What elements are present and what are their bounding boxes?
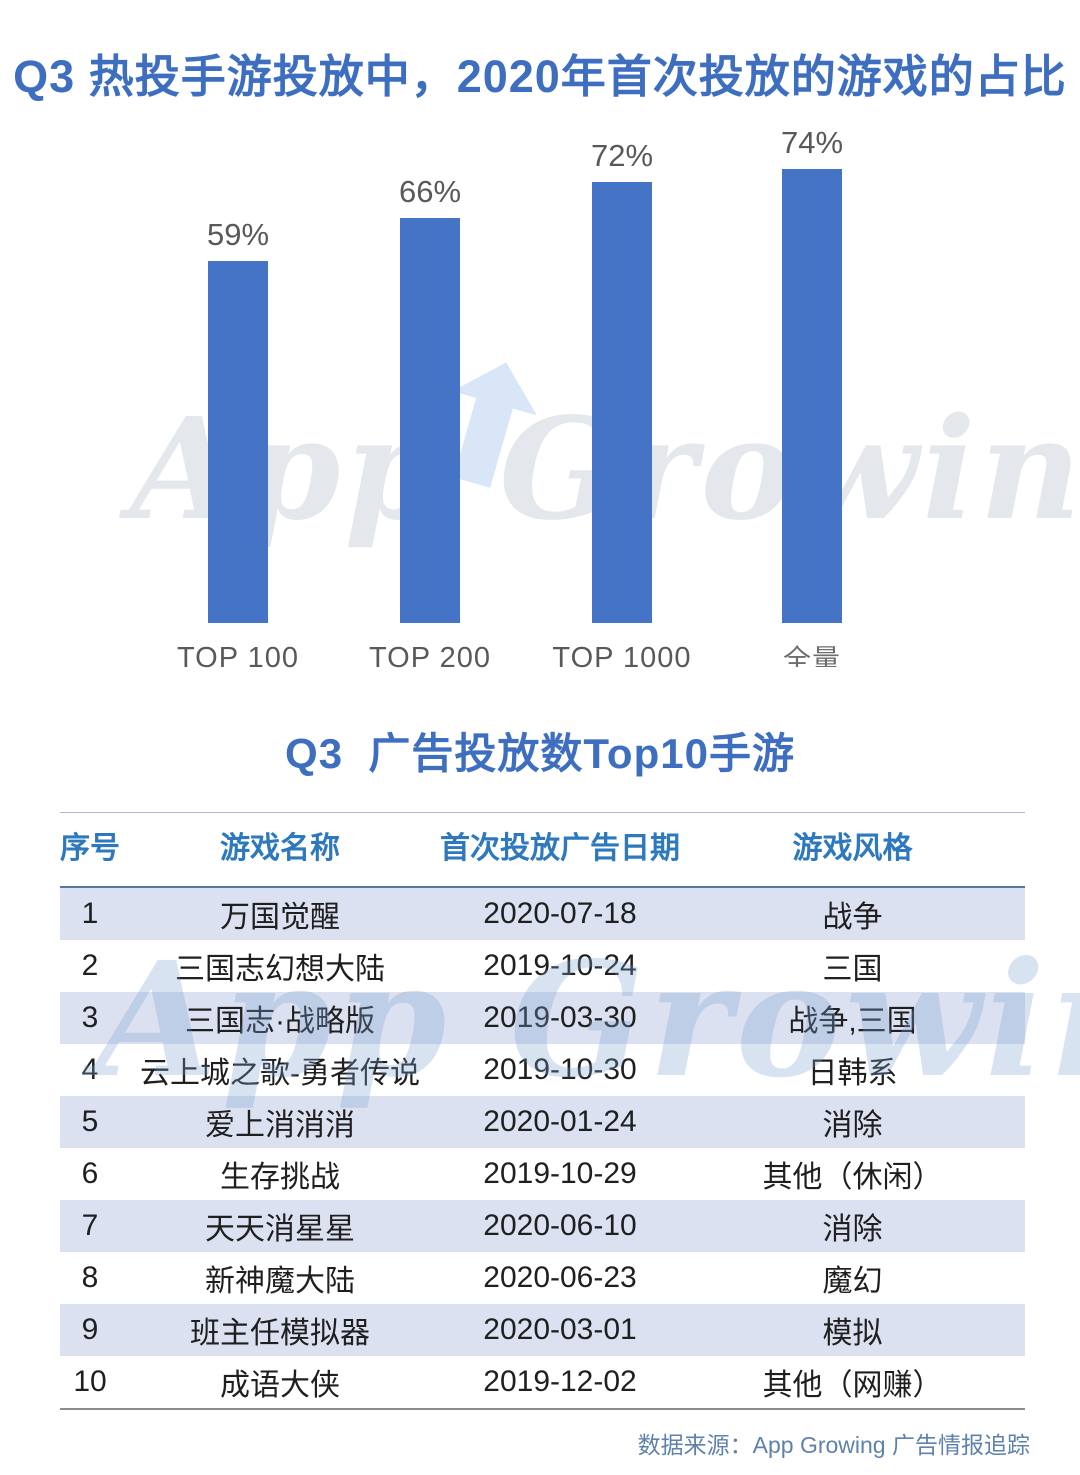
data-table: 序号 游戏名称 首次投放广告日期 游戏风格 1 万国觉醒 2020-07-18 … [60, 812, 1025, 1410]
cell-rank: 5 [81, 1105, 99, 1138]
table-row: 5 爱上消消消 2020-01-24 消除 [60, 1096, 1025, 1148]
x-axis-label: TOP 200 [368, 642, 491, 674]
cell-name: 万国觉醒 [220, 901, 340, 934]
table-row: 1 万国觉醒 2020-07-18 战争 [60, 888, 1025, 940]
cell-date: 2020-07-18 [483, 897, 637, 930]
table-row: 7 天天消星星 2020-06-10 消除 [60, 1200, 1025, 1252]
cell-name: 三国志幻想大陆 [175, 953, 385, 986]
cell-name: 班主任模拟器 [190, 1317, 370, 1350]
cell-rank: 1 [81, 897, 99, 930]
cell-date: 2019-10-29 [483, 1157, 637, 1190]
cell-date: 2020-01-24 [483, 1105, 637, 1138]
x-axis-label: 全量 [702, 642, 922, 675]
cell-date: 2019-10-24 [483, 949, 637, 982]
cell-style: 其他（网赚） [762, 1369, 943, 1402]
header-cell-name: 游戏名称 [220, 832, 340, 866]
cell-date: 2020-03-01 [483, 1313, 637, 1346]
cell-style: 消除 [822, 1213, 883, 1246]
cell-name: 成语大侠 [220, 1369, 340, 1402]
bar-column: 74% [732, 125, 892, 623]
bar-value-label: 59% [206, 217, 270, 252]
table-title: Q3 广告投放数Top10手游 [285, 730, 795, 777]
bar-column: 59% [158, 217, 318, 623]
header-cell-style: 游戏风格 [792, 832, 913, 866]
bar-value-label: 74% [780, 125, 844, 160]
table-row: 2 三国志幻想大陆 2019-10-24 三国 [60, 940, 1025, 992]
cell-name: 生存挑战 [220, 1161, 340, 1194]
cell-date: 2019-03-30 [483, 1001, 637, 1034]
x-axis-label: TOP 100 [176, 642, 299, 674]
header-cell-date: 首次投放广告日期 [440, 832, 680, 866]
table-row: 9 班主任模拟器 2020-03-01 模拟 [60, 1304, 1025, 1356]
x-axis-label-clipped-text: 全量 [782, 644, 841, 667]
cell-style: 三国 [822, 953, 883, 986]
bar [400, 218, 460, 623]
bar [592, 182, 652, 623]
table-body: 1 万国觉醒 2020-07-18 战争 2 三国志幻想大陆 2019-10-2… [60, 888, 1025, 1408]
cell-rank: 4 [81, 1053, 99, 1086]
table-row: 6 生存挑战 2019-10-29 其他（休闲） [60, 1148, 1025, 1200]
table-row: 8 新神魔大陆 2020-06-23 魔幻 [60, 1252, 1025, 1304]
cell-rank: 10 [73, 1365, 107, 1398]
bar [782, 169, 842, 623]
bar-value-label: 66% [398, 174, 462, 209]
bar-chart: App Growing 59% 66% 72% 74% [0, 0, 1080, 623]
table-row: 3 三国志·战略版 2019-03-30 战争,三国 [60, 992, 1025, 1044]
cell-style: 魔幻 [822, 1265, 883, 1298]
cell-rank: 7 [81, 1209, 99, 1242]
table-header-row: 序号 游戏名称 首次投放广告日期 游戏风格 [60, 813, 1025, 888]
cell-style: 战争 [822, 901, 883, 934]
cell-name: 三国志·战略版 [185, 1005, 375, 1038]
bar-column: 66% [350, 174, 510, 623]
cell-name: 新神魔大陆 [205, 1265, 355, 1298]
cell-rank: 3 [81, 1001, 99, 1034]
cell-name: 爱上消消消 [205, 1109, 355, 1142]
header-cell-rank: 序号 [60, 832, 120, 866]
cell-rank: 9 [81, 1313, 99, 1346]
cell-date: 2020-06-10 [483, 1209, 637, 1242]
cell-style: 模拟 [822, 1317, 883, 1350]
cell-style: 消除 [822, 1109, 883, 1142]
bar-column: 72% [542, 138, 702, 623]
cell-rank: 8 [81, 1261, 99, 1294]
cell-style: 其他（休闲） [762, 1161, 943, 1194]
cell-style: 日韩系 [807, 1057, 898, 1090]
data-source-note: 数据来源：App Growing 广告情报追踪 [637, 1432, 1030, 1458]
bar [208, 261, 268, 623]
table-row: 10 成语大侠 2019-12-02 其他（网赚） [60, 1356, 1025, 1408]
cell-date: 2020-06-23 [483, 1261, 637, 1294]
cell-style: 战争,三国 [788, 1005, 917, 1038]
page-title: Q3 热投手游投放中，2020年首次投放的游戏的占比 [13, 51, 1067, 102]
cell-date: 2019-12-02 [483, 1365, 637, 1398]
cell-date: 2019-10-30 [483, 1053, 637, 1086]
cell-name: 云上城之歌-勇者传说 [140, 1057, 420, 1090]
cell-rank: 6 [81, 1157, 99, 1190]
cell-rank: 2 [81, 949, 99, 982]
cell-name: 天天消星星 [205, 1213, 355, 1246]
x-axis-label: TOP 1000 [552, 642, 692, 674]
bar-value-label: 72% [590, 138, 654, 173]
table-row: 4 云上城之歌-勇者传说 2019-10-30 日韩系 [60, 1044, 1025, 1096]
